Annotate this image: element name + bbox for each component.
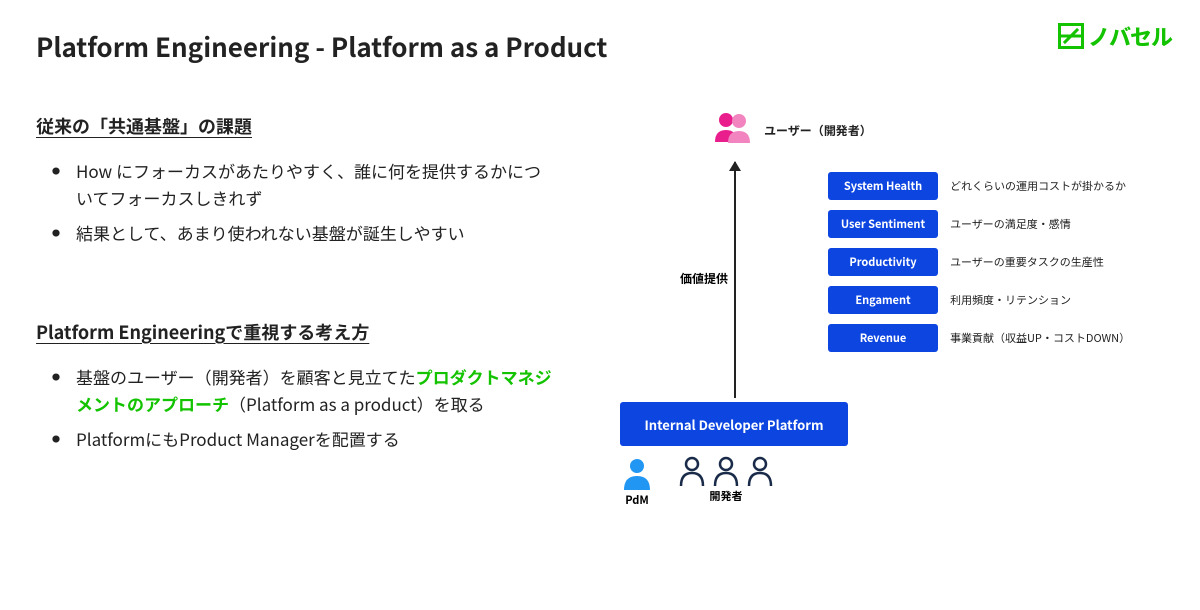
metric-row: Productivity ユーザーの重要タスクの生産性 bbox=[828, 248, 1130, 276]
metric-row: Engament 利用頻度・リテンション bbox=[828, 286, 1130, 314]
list-item: PlatformにもProduct Managerを配置する bbox=[76, 425, 556, 452]
logo-text: ノバセル bbox=[1088, 20, 1172, 52]
arrow-up-icon bbox=[734, 162, 736, 398]
dev-group: 開発者 bbox=[678, 456, 774, 504]
left-column: 従来の「共通基盤」の課題 How にフォーカスがあたりやすく、誰に何を提供するか… bbox=[36, 113, 556, 460]
metric-row: System Health どれくらいの運用コストが掛かるか bbox=[828, 172, 1130, 200]
person-outline-icon bbox=[746, 456, 774, 486]
section1-list: How にフォーカスがあたりやすく、誰に何を提供するかについてフォーカスしきれず… bbox=[36, 157, 556, 247]
diagram: ユーザー（開発者） 価値提供 System Health どれくらいの運用コスト… bbox=[580, 110, 1180, 590]
logo: ノバセル bbox=[1058, 20, 1172, 52]
metric-desc: ユーザーの満足度・感情 bbox=[950, 216, 1071, 232]
section2-heading: Platform Engineeringで重視する考え方 bbox=[36, 319, 556, 345]
users-icon bbox=[712, 110, 754, 150]
pdm-node: PdM bbox=[620, 456, 654, 508]
metric-row: User Sentiment ユーザーの満足度・感情 bbox=[828, 210, 1130, 238]
section1-heading: 従来の「共通基盤」の課題 bbox=[36, 113, 556, 139]
metrics-panel: System Health どれくらいの運用コストが掛かるか User Sent… bbox=[828, 172, 1130, 352]
user-node: ユーザー（開発者） bbox=[712, 110, 872, 150]
metric-box: Revenue bbox=[828, 324, 938, 352]
text-pre: 基盤のユーザー（開発者）を顧客と見立てた bbox=[76, 364, 416, 389]
metric-box: User Sentiment bbox=[828, 210, 938, 238]
metrics-list: System Health どれくらいの運用コストが掛かるか User Sent… bbox=[828, 172, 1130, 352]
user-label: ユーザー（開発者） bbox=[764, 122, 872, 139]
list-item: 結果として、あまり使われない基盤が誕生しやすい bbox=[76, 219, 556, 246]
pdm-label: PdM bbox=[625, 492, 648, 508]
bottom-people: PdM bbox=[620, 456, 774, 508]
metric-row: Revenue 事業貢献（収益UP・コストDOWN） bbox=[828, 324, 1130, 352]
text-post: （Platform as a product）を取る bbox=[229, 391, 485, 416]
list-item: How にフォーカスがあたりやすく、誰に何を提供するかについてフォーカスしきれず bbox=[76, 157, 556, 211]
metric-box: Engament bbox=[828, 286, 938, 314]
list-item: 基盤のユーザー（開発者）を顧客と見立てたプロダクトマネジメントのアプローチ（Pl… bbox=[76, 363, 556, 417]
metric-desc: 事業貢献（収益UP・コストDOWN） bbox=[950, 330, 1130, 346]
platform-box: Internal Developer Platform bbox=[620, 402, 848, 446]
value-label: 価値提供 bbox=[680, 270, 728, 287]
person-icon bbox=[620, 456, 654, 490]
person-outline-icon bbox=[712, 456, 740, 486]
person-outline-icon bbox=[678, 456, 706, 486]
metric-desc: 利用頻度・リテンション bbox=[950, 292, 1071, 308]
metric-box: System Health bbox=[828, 172, 938, 200]
logo-mark-icon bbox=[1058, 23, 1084, 49]
slide-title: Platform Engineering - Platform as a Pro… bbox=[36, 28, 1164, 65]
metric-desc: どれくらいの運用コストが掛かるか bbox=[950, 178, 1126, 194]
dev-label: 開発者 bbox=[710, 488, 743, 504]
metric-desc: ユーザーの重要タスクの生産性 bbox=[950, 254, 1104, 270]
section2-list: 基盤のユーザー（開発者）を顧客と見立てたプロダクトマネジメントのアプローチ（Pl… bbox=[36, 363, 556, 453]
metric-box: Productivity bbox=[828, 248, 938, 276]
